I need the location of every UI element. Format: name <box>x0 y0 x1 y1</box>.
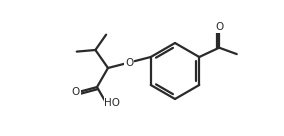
Text: O: O <box>72 87 80 97</box>
Text: O: O <box>125 58 133 67</box>
Text: HO: HO <box>104 98 120 108</box>
Text: O: O <box>215 22 223 32</box>
